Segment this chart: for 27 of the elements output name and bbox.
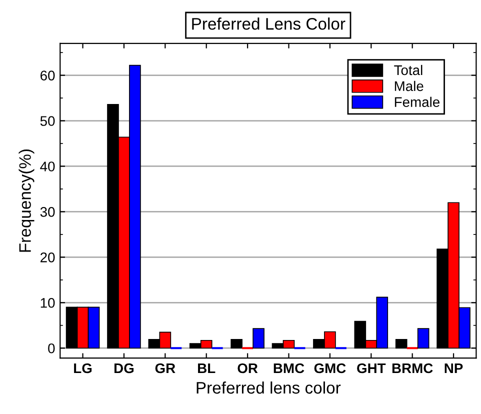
- bar: [417, 328, 430, 349]
- x-tick-label: BRMC: [392, 363, 433, 374]
- y-tick-label: 10: [40, 298, 55, 308]
- x-tick-label: DG: [114, 363, 134, 374]
- x-tick-label: BMC: [274, 363, 304, 374]
- chart-title: Preferred Lens Color: [192, 18, 346, 30]
- x-tick-label: GMC: [314, 363, 346, 374]
- bar: [230, 339, 242, 349]
- y-tick-label: 60: [40, 70, 55, 80]
- x-tick-label: LG: [74, 363, 92, 374]
- x-tick-label: BL: [198, 363, 216, 374]
- x-tick-label: GR: [155, 363, 176, 374]
- x-axis-title: Preferred lens color: [196, 381, 341, 394]
- legend-label: Female: [394, 96, 440, 108]
- y-tick-label: 50: [40, 116, 55, 126]
- x-tick-label: GHT: [357, 363, 386, 374]
- y-tick-label: 0: [48, 343, 55, 354]
- y-axis-title: Frequency(%): [18, 149, 34, 252]
- legend-label: Male: [394, 80, 424, 92]
- legend-label: Total: [394, 64, 422, 76]
- x-tick-label: OR: [238, 363, 258, 374]
- y-tick-label: 20: [40, 252, 55, 262]
- x-tick-label: NP: [444, 363, 463, 374]
- y-tick-label: 30: [40, 207, 55, 217]
- bar: [252, 328, 264, 349]
- bar: [395, 339, 408, 349]
- y-tick-label: 40: [40, 162, 55, 172]
